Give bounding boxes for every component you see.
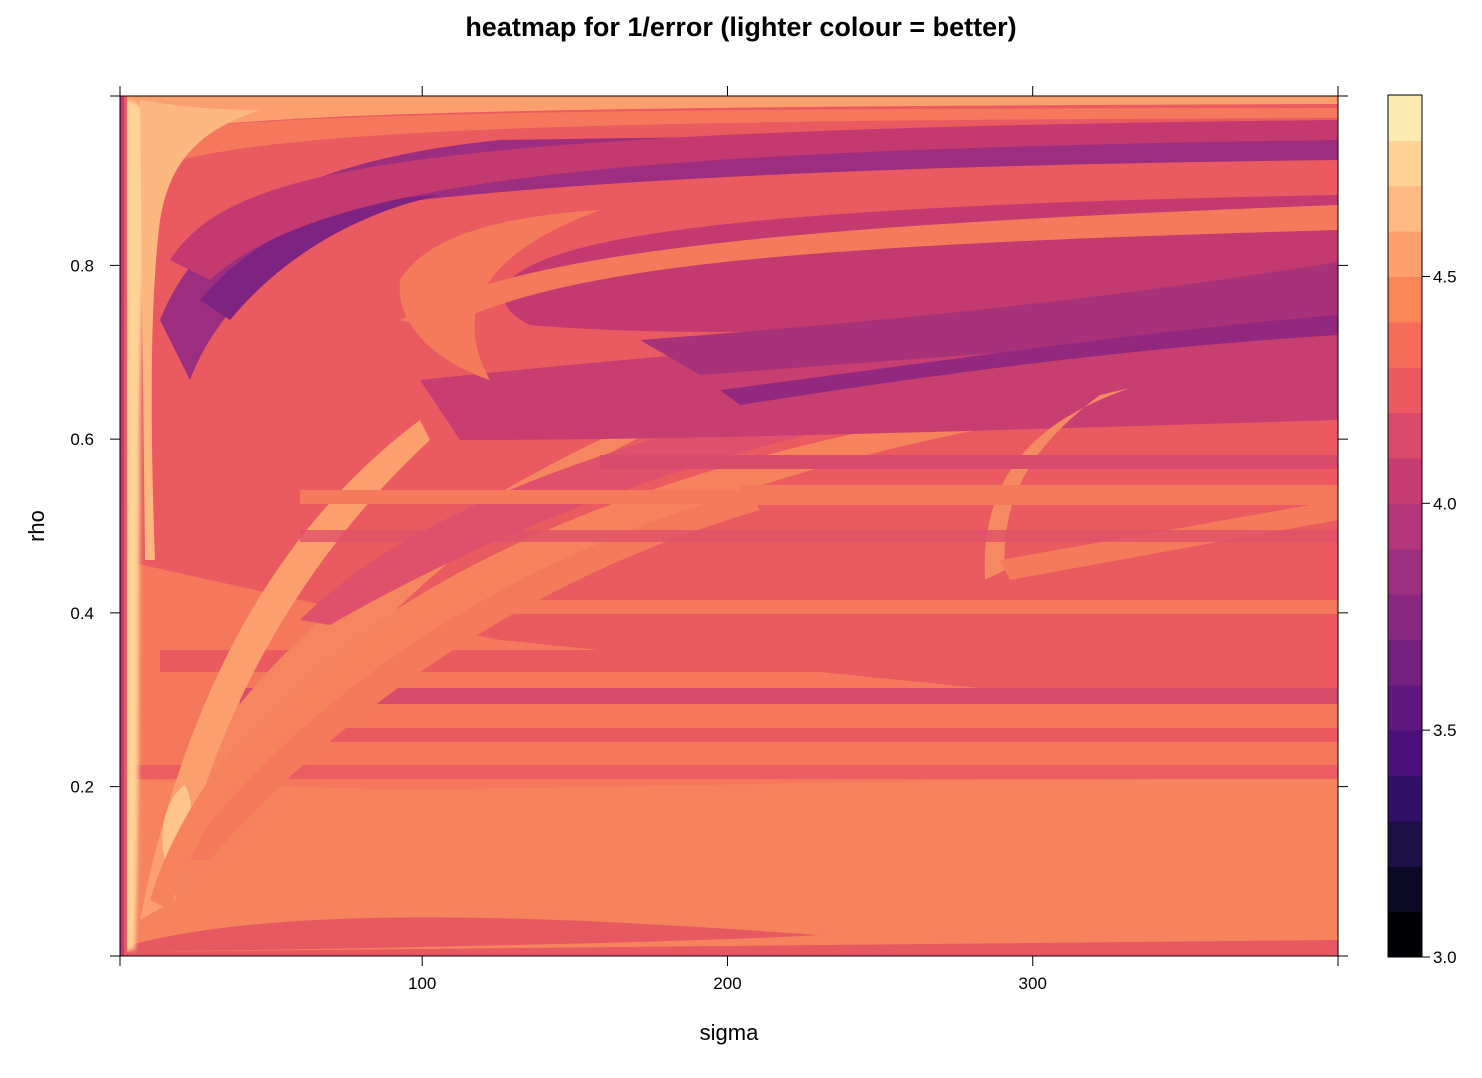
y-axis-label: rho	[24, 510, 49, 542]
colorbar-swatch	[1388, 457, 1422, 504]
colorbar-tick-label: 4.0	[1433, 494, 1457, 513]
y-tick-label: 0.6	[70, 430, 94, 449]
heat-crescent-left	[399, 210, 600, 380]
heat-arc-third	[180, 490, 760, 860]
colorbar-swatch	[1388, 775, 1422, 822]
heat-streak	[300, 728, 1338, 742]
heat-fan-magenta	[170, 120, 1338, 280]
colorbar-swatch	[1388, 276, 1422, 323]
colorbar-swatch	[1388, 231, 1422, 277]
colorbar-swatch	[1388, 412, 1422, 459]
heat-left-edge-red	[124, 96, 127, 956]
heat-streak	[740, 485, 1338, 505]
heat-streak	[120, 765, 1338, 779]
colorbar-swatch	[1388, 730, 1422, 777]
heat-streak	[300, 530, 1338, 542]
heat-region-deep-purple	[720, 315, 1338, 405]
heat-streak	[600, 455, 1338, 469]
colorbar-swatch	[1388, 639, 1422, 686]
heat-streak	[500, 600, 1338, 614]
colorbar-swatch	[1388, 594, 1422, 640]
colorbar-tick-label: 3.0	[1433, 948, 1457, 967]
y-tick-label: 0.4	[70, 604, 94, 623]
colorbar-swatch	[1388, 503, 1422, 550]
colorbar-swatch	[1388, 820, 1422, 867]
heat-band-bottom-red	[130, 917, 820, 952]
heat-band-bottom-edge	[120, 940, 1338, 956]
colorbar-swatch	[1388, 321, 1422, 368]
heat-fan-purple	[160, 128, 1338, 380]
colorbar-swatch	[1388, 911, 1422, 958]
heat-left-peach	[140, 100, 260, 560]
colorbar-swatch	[1388, 866, 1422, 913]
heat-streak	[300, 490, 740, 504]
heat-top-orange	[170, 108, 1338, 160]
colorbar-swatch	[1388, 367, 1422, 414]
plot-frame	[119, 95, 1339, 957]
axes: 100 200 300 0.2 0.4 0.6 0.8	[70, 86, 1348, 993]
heat-right-crescent	[984, 388, 1130, 580]
heat-left-light	[125, 100, 160, 950]
colorbar-swatch	[1388, 95, 1422, 141]
heat-arc-top-orange	[400, 205, 1338, 330]
heatmap-field	[120, 96, 1338, 956]
heat-left-fan-orange	[150, 680, 320, 910]
x-axis-label: sigma	[700, 1020, 759, 1045]
x-tick-label: 300	[1019, 974, 1047, 993]
heat-region-bottom-orange	[120, 778, 1338, 956]
colorbar-frame	[1387, 94, 1423, 958]
x-tick-label: 100	[408, 974, 436, 993]
colorbar-tick-label: 3.5	[1433, 721, 1457, 740]
chart-title: heatmap for 1/error (lighter colour = be…	[465, 12, 1016, 42]
heat-streak	[160, 650, 1338, 672]
heat-streak	[240, 688, 1338, 704]
colorbar-swatch	[1388, 140, 1422, 187]
y-tick-label: 0.8	[70, 256, 94, 275]
y-tick-label: 0.2	[70, 778, 94, 797]
colorbar-swatch	[1388, 684, 1422, 731]
heat-region-purple	[640, 262, 1338, 375]
heat-left-edge-dark	[120, 96, 124, 956]
colorbar: 3.0 3.5 4.0 4.5	[1387, 94, 1457, 967]
colorbar-swatch	[1388, 185, 1422, 232]
x-tick-label: 200	[713, 974, 741, 993]
colorbar-swatch	[1388, 548, 1422, 595]
colorbar-tick-label: 4.5	[1433, 267, 1457, 286]
